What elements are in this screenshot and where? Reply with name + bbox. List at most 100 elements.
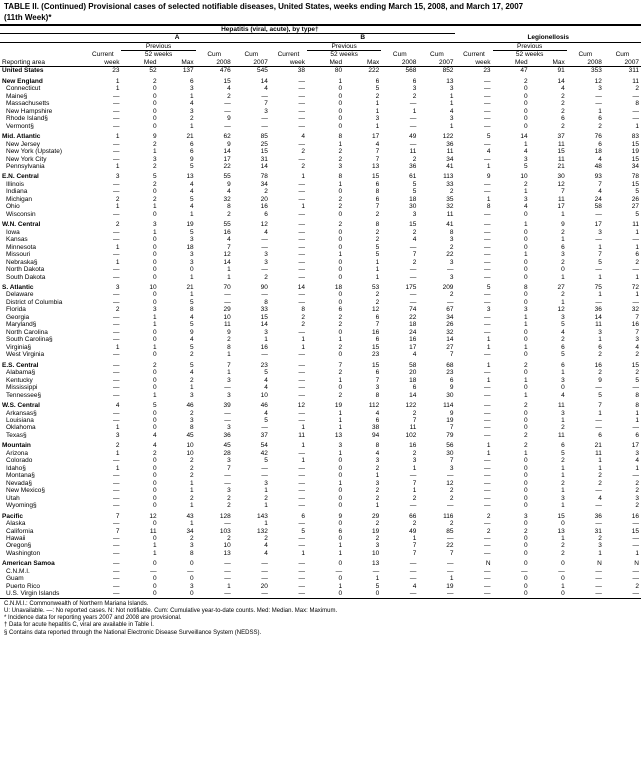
data-cell: 1 — [455, 441, 492, 450]
table-row: Missouri—03123—15722—1376 — [0, 251, 641, 258]
data-cell: 1 — [233, 336, 270, 343]
data-cell: 2 — [530, 93, 567, 100]
data-cell: 16 — [604, 511, 641, 520]
data-cell: 3 — [530, 377, 567, 384]
data-cell: 1 — [344, 108, 381, 115]
table-row: Maryland§—1511142271826—151116 — [0, 321, 641, 328]
data-cell: 9 — [159, 329, 196, 336]
data-cell: 18 — [307, 283, 344, 292]
data-cell: 78 — [604, 172, 641, 181]
data-cell: — — [604, 266, 641, 273]
data-cell: 4 — [233, 410, 270, 417]
data-cell: — — [455, 410, 492, 417]
data-cell: 1 — [455, 344, 492, 351]
data-cell: — — [196, 291, 233, 298]
data-cell: — — [455, 188, 492, 195]
data-cell: 0 — [121, 377, 158, 384]
data-cell: 5 — [567, 259, 604, 266]
data-cell: 9 — [418, 410, 455, 417]
data-cell: 1 — [84, 450, 121, 457]
data-cell: 3 — [121, 156, 158, 163]
data-cell: 6 — [344, 196, 381, 203]
data-cell: 5 — [604, 377, 641, 384]
data-cell: 10 — [344, 550, 381, 559]
data-cell: 22 — [381, 314, 418, 321]
data-cell: — — [84, 108, 121, 115]
data-cell: 47 — [493, 67, 530, 76]
data-cell: 1 — [530, 583, 567, 590]
data-cell: — — [455, 465, 492, 472]
data-cell: 25 — [233, 141, 270, 148]
data-cell: 35 — [418, 196, 455, 203]
data-cell: 1 — [121, 229, 158, 236]
area-name: North Carolina — [0, 329, 84, 336]
data-cell: — — [84, 188, 121, 195]
data-cell: 1 — [270, 344, 307, 351]
data-cell: 0 — [493, 535, 530, 542]
data-cell: — — [381, 123, 418, 132]
data-cell: 2 — [567, 369, 604, 376]
data-cell: 2 — [493, 528, 530, 535]
data-cell: 4 — [159, 314, 196, 321]
data-cell: — — [84, 590, 121, 597]
data-cell: 5 — [381, 181, 418, 188]
data-cell: 0 — [121, 244, 158, 251]
data-cell: 2 — [307, 392, 344, 401]
data-cell: 29 — [196, 306, 233, 313]
data-cell: 3 — [344, 480, 381, 487]
section-header-row: Pacific7124312814369296611623153616 — [0, 511, 641, 520]
area-name: Missouri — [0, 251, 84, 258]
table-row: Iowa—15164—0228—0231 — [0, 229, 641, 236]
table-row: C.N.M.I.——————————————— — [0, 568, 641, 575]
data-cell: — — [381, 502, 418, 511]
data-cell: 4 — [344, 141, 381, 148]
data-cell: 3 — [159, 542, 196, 549]
area-name: Maryland§ — [0, 321, 84, 328]
area-name: Tennessee§ — [0, 392, 84, 401]
data-cell: 30 — [530, 172, 567, 181]
data-cell: 2 — [530, 457, 567, 464]
data-cell: 0 — [159, 575, 196, 582]
data-cell: — — [567, 211, 604, 220]
data-cell: 4 — [604, 344, 641, 351]
data-cell: 2 — [604, 487, 641, 494]
data-cell: 0 — [121, 123, 158, 132]
data-cell: 19 — [604, 148, 641, 155]
data-cell: — — [84, 274, 121, 283]
data-cell: — — [233, 559, 270, 568]
data-cell: 12 — [530, 181, 567, 188]
data-cell: 2 — [530, 542, 567, 549]
data-cell: 5 — [233, 369, 270, 376]
data-cell: 15 — [196, 76, 233, 85]
table-row: Virginia§1158161215172711664 — [0, 344, 641, 351]
data-cell: — — [270, 196, 307, 203]
data-cell: — — [604, 535, 641, 542]
data-cell: 0 — [159, 266, 196, 273]
area-name: Wyoming§ — [0, 502, 84, 511]
data-cell: 1 — [567, 291, 604, 298]
data-cell: 0 — [493, 291, 530, 298]
data-cell: — — [233, 93, 270, 100]
data-cell: 0 — [493, 244, 530, 251]
table-row: Massachusetts—04—7—01—1—02—8 — [0, 100, 641, 107]
data-cell: 5 — [159, 163, 196, 172]
data-cell: 5 — [344, 244, 381, 251]
table-row: Texas§3445363711139410279—21166 — [0, 432, 641, 441]
data-cell: — — [233, 244, 270, 251]
area-name: Puerto Rico — [0, 583, 84, 590]
data-cell: 0 — [307, 487, 344, 494]
data-cell: 9 — [121, 132, 158, 141]
col-2008: 2008 — [196, 59, 233, 67]
data-cell: 15 — [604, 360, 641, 369]
table-subtitle: (11th Week)* — [0, 13, 641, 25]
table-row: Rhode Island§—029——03—3—066— — [0, 115, 641, 122]
data-cell: 1 — [344, 259, 381, 266]
data-cell: 1 — [530, 274, 567, 283]
data-cell: 8 — [159, 424, 196, 431]
data-cell: 3 — [196, 424, 233, 431]
data-cell: 2 — [604, 85, 641, 92]
data-cell: 4 — [233, 85, 270, 92]
data-cell: 0 — [307, 266, 344, 273]
data-cell: 17 — [604, 441, 641, 450]
data-cell: — — [493, 568, 530, 575]
